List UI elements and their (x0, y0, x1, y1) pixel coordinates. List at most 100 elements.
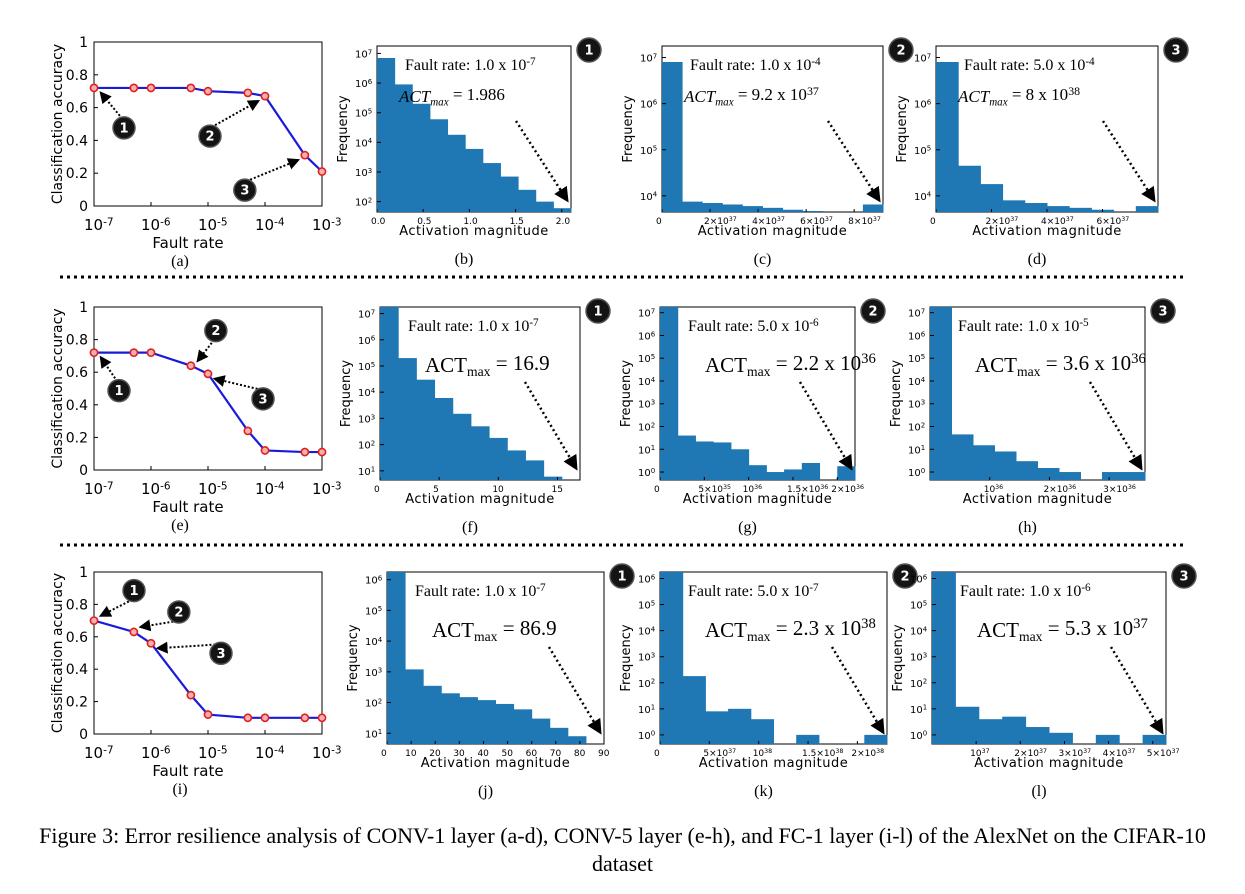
data-point (317, 447, 327, 457)
x-tick-label: 60 (526, 749, 538, 759)
x-tick-label: 8×1037 (848, 216, 881, 227)
histogram-bar (1002, 200, 1026, 212)
panel-label: (d) (1028, 251, 1047, 268)
callout-arrow (196, 339, 216, 363)
histogram-bar (1102, 472, 1124, 480)
panel-label: (c) (754, 251, 772, 268)
histogram-bar (730, 449, 750, 480)
data-point (260, 91, 270, 101)
x-tick-label: 1.5 (510, 217, 524, 227)
callout-arrow (246, 158, 301, 183)
y-tick-label: 100 (638, 467, 655, 479)
x-tick-label: 10-4 (255, 480, 285, 498)
data-point (317, 167, 327, 176)
data-point (203, 369, 213, 379)
y-tick-label: 104 (638, 625, 656, 637)
y-tick-label: 105 (914, 145, 931, 157)
data-point (203, 710, 213, 719)
svg-text:3: 3 (216, 647, 225, 662)
y-tick-label: 100 (910, 730, 927, 742)
y-axis-label: Frequency (346, 624, 361, 691)
data-point (89, 348, 99, 358)
panel-label: (h) (1018, 519, 1037, 536)
data-point (260, 446, 270, 455)
panel-label: (j) (478, 783, 493, 800)
histogram-panel: 100 101 102 103 104 105 106 1037 2×1037 3×1037 4×1… (891, 563, 1197, 800)
data-point (300, 713, 310, 723)
data-point (129, 627, 139, 637)
y-tick-label: 0.2 (66, 695, 88, 711)
fault-rate-text: Fault rate: 5.0 x 10-7 (688, 582, 819, 600)
histogram-bar (405, 669, 424, 744)
histogram-bar (932, 572, 956, 744)
histogram-bar (660, 307, 679, 480)
y-tick-label: 103 (365, 667, 382, 679)
y-tick-label: 104 (910, 625, 928, 637)
y-tick-label: 105 (638, 353, 655, 365)
histogram-bar (398, 358, 417, 480)
y-tick-label: 1 (79, 565, 88, 581)
svg-text:1: 1 (593, 305, 602, 320)
accuracy-series-line (93, 619, 322, 719)
x-tick-label: 5 (433, 485, 439, 495)
y-tick-label: 106 (355, 78, 373, 90)
histogram-bar (447, 134, 466, 212)
y-tick-label: 0.6 (66, 365, 88, 381)
x-tick-label: 3×1037 (1058, 748, 1091, 759)
max-activation-arrow (523, 381, 578, 471)
histogram-bar (713, 442, 732, 480)
x-axis-label: Activation magnitude (963, 492, 1113, 507)
y-tick-label: 107 (908, 308, 925, 320)
histogram-bar (660, 572, 684, 744)
histogram-bar (750, 719, 774, 744)
histogram-bar (495, 703, 515, 744)
histogram-panel: 101 102 103 104 105 106 0 10 20 30 40 50 60 70 80 90 Act… (346, 563, 635, 800)
histogram-bar (412, 103, 431, 212)
histogram-bar (702, 203, 723, 212)
act-max-text: ACTmax = 3.6 x 1036 (975, 351, 1146, 379)
histogram-bar (459, 697, 478, 744)
x-axis-label: Activation magnitude (699, 756, 849, 771)
panel-label: (l) (1031, 783, 1046, 800)
histogram-bar (662, 61, 683, 213)
y-tick-label: 107 (914, 52, 931, 64)
data-point (129, 348, 139, 358)
act-max-text: ACTmax = 2.3 x 1038 (705, 616, 876, 644)
svg-text:1: 1 (119, 121, 128, 136)
callout-badge: 2 (204, 318, 228, 343)
y-tick-label: 105 (358, 361, 375, 373)
data-point (89, 83, 99, 93)
histogram-bar (377, 58, 396, 213)
fault-rate-text: Fault rate: 1.0 x 10-5 (958, 317, 1089, 335)
x-tick-label: 1036 (743, 484, 762, 495)
histogram-bar (525, 460, 545, 480)
act-max-text: ACTmax = 1.986 (398, 85, 505, 108)
x-tick-label: 3×1036 (1103, 484, 1136, 495)
svg-text:3: 3 (1179, 570, 1188, 585)
max-activation-arrow (1088, 381, 1143, 471)
y-tick-label: 101 (638, 704, 655, 716)
x-tick-label: 0.0 (371, 217, 386, 227)
y-tick-label: 0.8 (66, 597, 88, 613)
panel-label: (b) (455, 251, 474, 268)
x-tick-label: 10-4 (255, 744, 285, 762)
x-axis-label: Activation magnitude (974, 756, 1124, 771)
x-tick-label: 2.0 (556, 217, 571, 227)
y-axis-label: Frequency (336, 95, 351, 162)
x-tick-label: 10-5 (198, 216, 228, 234)
y-tick-label: 107 (640, 52, 657, 64)
y-tick-label: 0 (79, 727, 88, 743)
histogram-panel: 100 101 102 103 104 105 106 107 0 5×1035 1036 1.5×1… (619, 298, 886, 536)
y-tick-label: 0 (79, 463, 88, 479)
max-activation-arrow (798, 381, 853, 471)
histogram-bar (1069, 207, 1092, 212)
data-point (203, 86, 213, 96)
fault-rate-text: Fault rate: 1.0 x 10-6 (960, 582, 1091, 600)
fault-rate-text: Fault rate: 1.0 x 10-7 (408, 317, 539, 335)
x-tick-label: 1.5×1036 (787, 484, 828, 495)
histogram-bar (802, 210, 824, 212)
x-tick-label: 40 (477, 749, 489, 759)
x-axis-label: Activation magnitude (698, 224, 848, 239)
svg-text:1: 1 (129, 584, 138, 599)
fault-rate-text: Fault rate: 1.0 x 10-7 (405, 56, 536, 74)
